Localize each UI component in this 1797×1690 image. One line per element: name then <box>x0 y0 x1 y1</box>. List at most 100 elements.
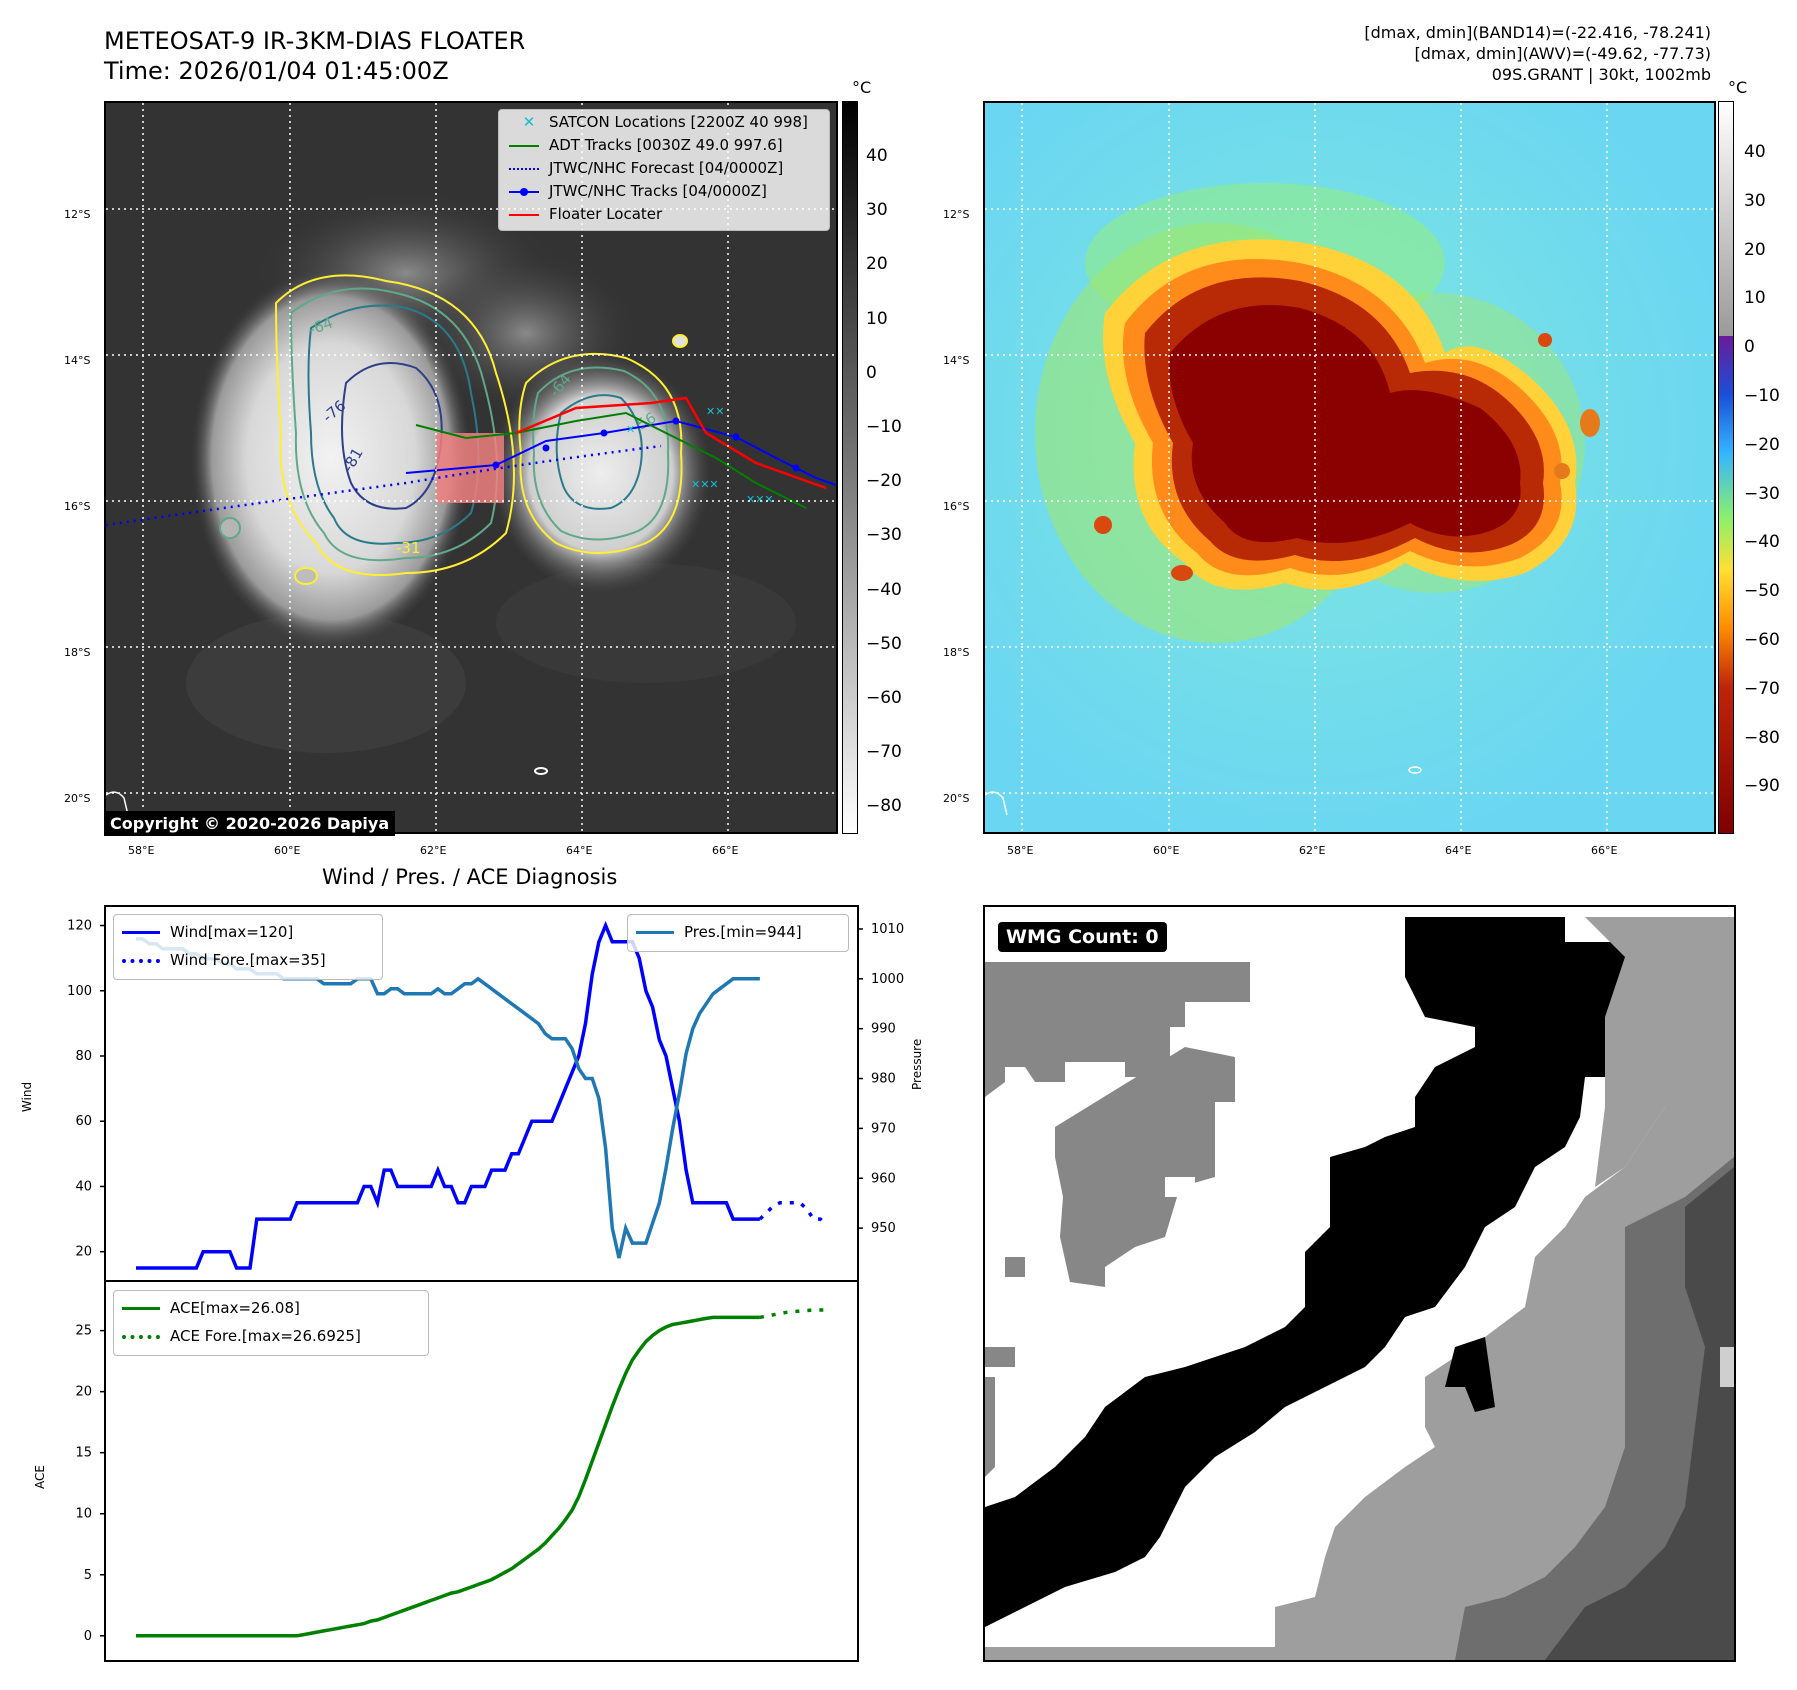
colorbar-tick-label: 20 <box>1744 239 1766 260</box>
colorbar-tick-label: 0 <box>1744 337 1755 358</box>
legend-item-tracks: JTWC/NHC Tracks [04/0000Z] <box>509 182 767 200</box>
stats-line-1: [dmax, dmin](BAND14)=(-22.416, -78.241) <box>1364 23 1711 42</box>
legend-label: SATCON Locations [2200Z 40 998] <box>549 113 808 131</box>
svg-text:✕✕✕: ✕✕✕ <box>691 478 719 491</box>
legend-label: ADT Tracks [0030Z 49.0 997.6] <box>549 136 783 154</box>
ace-ylabel: ACE <box>32 1465 47 1489</box>
legend-label: Pres.[min=944] <box>684 923 802 941</box>
wmg-count-badge: WMG Count: 0 <box>998 922 1167 952</box>
legend-label: Wind Fore.[max=35] <box>170 951 326 969</box>
enh-colorbar-unit: °C <box>1728 78 1748 97</box>
x-marker-icon: ✕ <box>522 113 536 131</box>
wind-ylabel: Wind <box>20 1081 35 1113</box>
wmg-image <box>985 917 1734 1660</box>
lon-tick-label: 60°E <box>274 844 301 857</box>
figure-title: METEOSAT-9 IR-3KM-DIAS FLOATER Time: 202… <box>104 26 525 86</box>
colorbar-tick-label: −80 <box>1744 727 1780 748</box>
colorbar-tick-label: −20 <box>1744 434 1780 455</box>
legend-label: ACE[max=26.08] <box>170 1299 300 1317</box>
figure-stats: [dmax, dmin](BAND14)=(-22.416, -78.241) … <box>1364 22 1711 85</box>
contour-label: -31 <box>396 539 421 557</box>
enh-colorbar <box>1718 101 1734 834</box>
legend-item-satcon: ✕ SATCON Locations [2200Z 40 998] <box>509 113 808 131</box>
colorbar-tick-label: −90 <box>1744 776 1780 797</box>
pressure-tick-label: 1000 <box>871 972 904 987</box>
colorbar-tick-label: −10 <box>1744 386 1780 406</box>
dotted-line-icon <box>122 1334 160 1339</box>
pressure-line <box>136 937 760 1259</box>
lon-tick-label: 66°E <box>712 844 739 857</box>
legend-item-pressure: Pres.[min=944] <box>636 923 802 941</box>
ace-legend: ACE[max=26.08] ACE Fore.[max=26.6925] <box>113 1290 429 1356</box>
lon-tick-label: 62°E <box>1299 844 1326 857</box>
ir-satellite-image: -64 -76 -81 -31 -64 -56 ✕✕✕✕✕✕✕✕✕ <box>106 103 836 832</box>
colorbar-tick-label: 20 <box>866 254 888 275</box>
colorbar-tick-label: 30 <box>866 200 888 221</box>
pressure-ylabel: Pressure <box>910 1038 924 1090</box>
lat-tick-label: 16°S <box>64 500 91 513</box>
lat-tick-label: 16°S <box>943 500 970 513</box>
wind-tick-label: 80 <box>75 1049 92 1064</box>
colorbar-tick-label: −70 <box>866 742 902 763</box>
legend-label: Floater Locater <box>549 205 663 223</box>
colorbar-tick-label: −70 <box>1744 678 1780 699</box>
svg-text:✕: ✕ <box>626 423 635 436</box>
legend-item-ace: ACE[max=26.08] <box>122 1299 300 1317</box>
legend-item-wind-forecast: Wind Fore.[max=35] <box>122 951 326 969</box>
pressure-tick-label: 960 <box>871 1171 896 1186</box>
pressure-tick-label: 990 <box>871 1022 896 1037</box>
ace-tick-label: 15 <box>75 1446 92 1461</box>
svg-text:✕✕: ✕✕ <box>706 405 724 418</box>
ace-line <box>136 1315 760 1638</box>
colorbar-tick-label: −10 <box>866 417 902 437</box>
colorbar-tick-label: −30 <box>1744 483 1780 504</box>
colorbar-tick-label: 30 <box>1744 190 1766 211</box>
legend-item-adt: ADT Tracks [0030Z 49.0 997.6] <box>509 136 783 154</box>
ir-colorbar <box>842 101 858 834</box>
lat-tick-label: 12°S <box>64 208 91 221</box>
colorbar-tick-label: −80 <box>866 796 902 817</box>
lat-tick-label: 14°S <box>64 354 91 367</box>
dotted-line-icon <box>509 167 539 170</box>
legend-item-ace-forecast: ACE Fore.[max=26.6925] <box>122 1327 361 1345</box>
lat-tick-label: 18°S <box>64 646 91 659</box>
stats-line-2: [dmax, dmin](AWV)=(-49.62, -77.73) <box>1414 44 1711 63</box>
lat-tick-label: 18°S <box>943 646 970 659</box>
line-icon <box>122 1307 160 1310</box>
colorbar-tick-label: −50 <box>1744 581 1780 602</box>
lon-tick-label: 58°E <box>1007 844 1034 857</box>
pressure-tick-label: 950 <box>871 1221 896 1236</box>
pressure-tick-label: 980 <box>871 1072 896 1087</box>
colorbar-tick-label: −60 <box>866 688 902 708</box>
wind-forecast-line <box>758 1201 829 1227</box>
ace-plot: 0 5 10 15 20 25 <box>75 1308 827 1644</box>
colorbar-tick-label: −30 <box>866 525 902 546</box>
map-legend: ✕ SATCON Locations [2200Z 40 998] ADT Tra… <box>498 109 830 231</box>
title-line-1: METEOSAT-9 IR-3KM-DIAS FLOATER <box>104 27 526 55</box>
pressure-legend: Pres.[min=944] <box>627 914 849 952</box>
diagnosis-title: Wind / Pres. / ACE Diagnosis <box>322 865 618 889</box>
pressure-tick-label: 970 <box>871 1121 896 1136</box>
legend-label: ACE Fore.[max=26.6925] <box>170 1327 361 1345</box>
wind-tick-label: 100 <box>67 984 92 999</box>
colorbar-tick-label: −40 <box>866 579 902 600</box>
ace-tick-label: 25 <box>75 1324 92 1339</box>
legend-item-wind: Wind[max=120] <box>122 923 293 941</box>
lon-tick-label: 60°E <box>1153 844 1180 857</box>
lat-tick-label: 20°S <box>943 792 970 805</box>
wind-tick-label: 60 <box>75 1114 92 1129</box>
colorbar-tick-label: 40 <box>866 146 888 166</box>
legend-label: JTWC/NHC Forecast [04/0000Z] <box>549 159 784 177</box>
wind-tick-label: 20 <box>75 1245 92 1260</box>
wind-tick-label: 120 <box>67 919 92 934</box>
ir-colorbar-unit: °C <box>852 78 872 97</box>
line-icon <box>509 144 539 147</box>
pressure-tick-label: 1010 <box>871 922 904 937</box>
enhanced-ir-image <box>985 103 1714 832</box>
line-icon <box>636 931 674 934</box>
ace-forecast-line <box>759 1308 827 1320</box>
line-icon <box>509 213 539 216</box>
copyright-badge: Copyright © 2020-2026 Dapiya <box>104 811 396 836</box>
lon-tick-label: 64°E <box>1445 844 1472 857</box>
title-line-2: Time: 2026/01/04 01:45:00Z <box>104 57 449 85</box>
